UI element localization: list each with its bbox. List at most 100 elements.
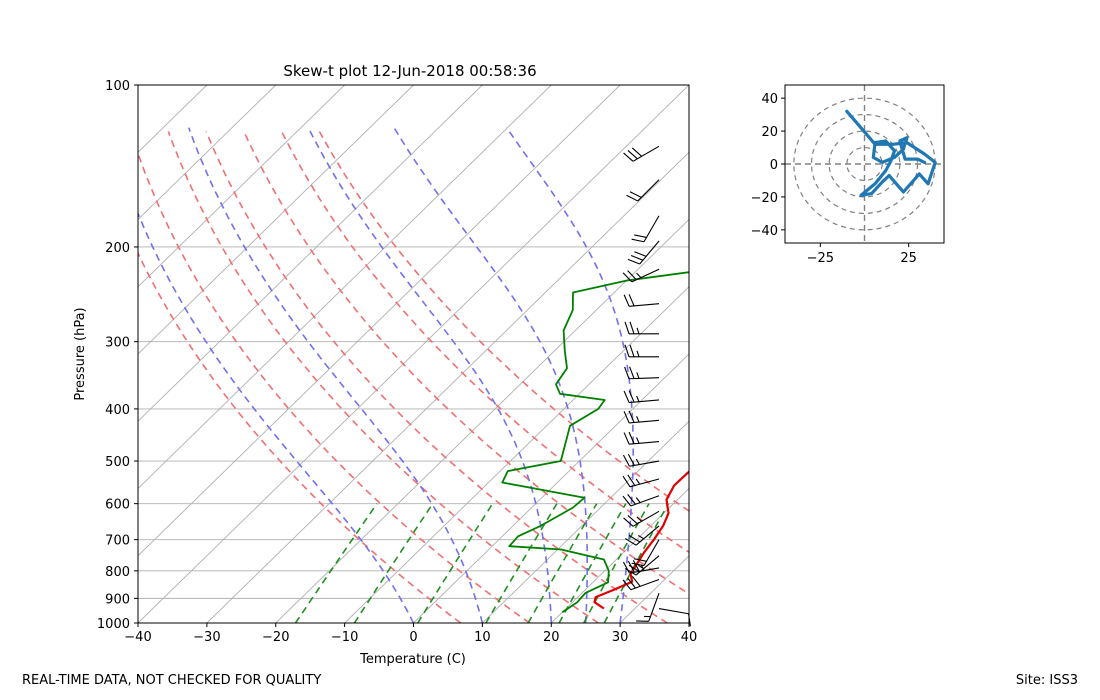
barb-flag (633, 234, 647, 238)
wind-barb (622, 268, 660, 283)
barb-half-flag (636, 327, 640, 334)
hodograph-chart: −25 25 −40 −20 0 20 40 (751, 84, 945, 266)
barb-flag (627, 577, 636, 589)
wind-barb (623, 294, 660, 307)
isotherm-line (413, 353, 689, 623)
wind-barb (658, 608, 691, 627)
barb-flag (622, 475, 631, 488)
barb-half-flag (636, 516, 643, 522)
wind-barb (622, 454, 660, 467)
y-axis-label: Pressure (hPa) (73, 307, 88, 400)
wind-barb (627, 240, 660, 265)
isotherm-line (138, 85, 483, 422)
barb-flag (631, 562, 645, 567)
barb-half-flag (636, 416, 640, 423)
skewt-y-ticks: 1000 900 800 700 600 500 400 300 200 100 (97, 79, 138, 632)
barb-flag (628, 534, 641, 543)
barb-half-flag (635, 497, 641, 503)
barb-half-flag (638, 564, 644, 570)
mixing-ratio-line (583, 503, 650, 623)
barb-staff (630, 495, 660, 507)
barb-flag (623, 294, 630, 307)
skewt-title: Skew-t plot 12-Jun-2018 00:58:36 (283, 62, 536, 80)
barb-flag (629, 191, 642, 198)
isotherm-line (138, 85, 208, 153)
y-tick-label: 1000 (97, 617, 130, 632)
sounding-series (501, 271, 689, 613)
barb-flag (622, 561, 630, 574)
hodograph-ring (846, 146, 883, 182)
hodo-y-tick-label: −20 (751, 191, 778, 206)
mixing-ratio-line (485, 503, 558, 623)
wind-barb (623, 510, 660, 527)
barb-flag (622, 579, 632, 591)
barb-half-flag (638, 534, 644, 540)
x-tick-label: −20 (262, 630, 289, 645)
moist-adiabat-line (393, 127, 588, 623)
isotherm-line (206, 151, 689, 623)
barb-flag (629, 366, 635, 379)
y-tick-label: 200 (105, 241, 130, 256)
dry-adiabat-line (243, 131, 689, 595)
barb-flag (623, 411, 630, 424)
barb-flag (622, 495, 632, 507)
hodo-y-tick-label: 20 (761, 125, 778, 140)
isotherm-line (688, 622, 689, 623)
wind-barb (623, 431, 660, 445)
isotherm-line (138, 85, 414, 355)
barb-flag (627, 474, 636, 486)
wind-barb (636, 592, 660, 622)
site-label: Site: ISS3 (1015, 673, 1078, 688)
y-tick-label: 600 (105, 498, 130, 513)
barb-flag (628, 294, 635, 307)
hodo-x-tick-label: 25 (900, 251, 917, 266)
barb-flag (627, 454, 635, 466)
wind-barb (624, 366, 660, 380)
x-tick-label: 10 (474, 630, 491, 645)
wind-barb (623, 410, 660, 424)
y-tick-label: 900 (105, 592, 130, 607)
wind-barb (624, 344, 659, 358)
barb-flag (623, 152, 634, 162)
barb-flag (623, 390, 630, 403)
isotherm-line (275, 218, 689, 623)
wind-barbs (622, 145, 691, 627)
barb-flag (624, 344, 630, 357)
quality-disclaimer: REAL-TIME DATA, NOT CHECKED FOR QUALITY (22, 673, 322, 688)
wind-barb (623, 390, 660, 404)
barb-flag (627, 149, 638, 160)
isotherm-line (344, 286, 689, 623)
barb-staff (631, 268, 660, 283)
wind-barb (622, 494, 660, 507)
isotherm-line (138, 85, 277, 221)
wind-barb (622, 474, 660, 488)
isotherm-line (550, 487, 689, 623)
barb-flag (627, 494, 636, 505)
hodo-y-tick-label: −40 (751, 224, 778, 239)
hodograph-line (845, 109, 937, 197)
isotherm-lines (138, 85, 689, 623)
wind-barb (631, 539, 660, 567)
barb-flag (634, 251, 647, 257)
barb-flag (624, 321, 630, 334)
isotherm-line (138, 85, 689, 623)
mixing-ratio-line (603, 503, 670, 623)
wind-barb (624, 321, 659, 335)
wind-barb (626, 179, 660, 202)
barb-flag (631, 147, 643, 157)
barb-flag (628, 431, 635, 444)
barb-half-flag (635, 478, 641, 485)
barb-half-flag (636, 437, 640, 444)
mixing-ratio-line (294, 503, 378, 623)
dry-adiabat-line (138, 151, 531, 623)
hodo-y-tick-label: 40 (761, 92, 778, 107)
barb-flag (624, 538, 637, 546)
hodograph-trace (845, 109, 937, 197)
y-tick-label: 300 (105, 336, 130, 351)
mixing-ratio-line (558, 503, 627, 623)
y-tick-label: 400 (105, 403, 130, 418)
skewt-chart: Skew-t plot 12-Jun-2018 00:58:36 −40 −30−… (73, 62, 697, 667)
barb-half-flag (636, 395, 640, 402)
wind-barb (622, 560, 660, 574)
wind-barb (631, 215, 660, 243)
